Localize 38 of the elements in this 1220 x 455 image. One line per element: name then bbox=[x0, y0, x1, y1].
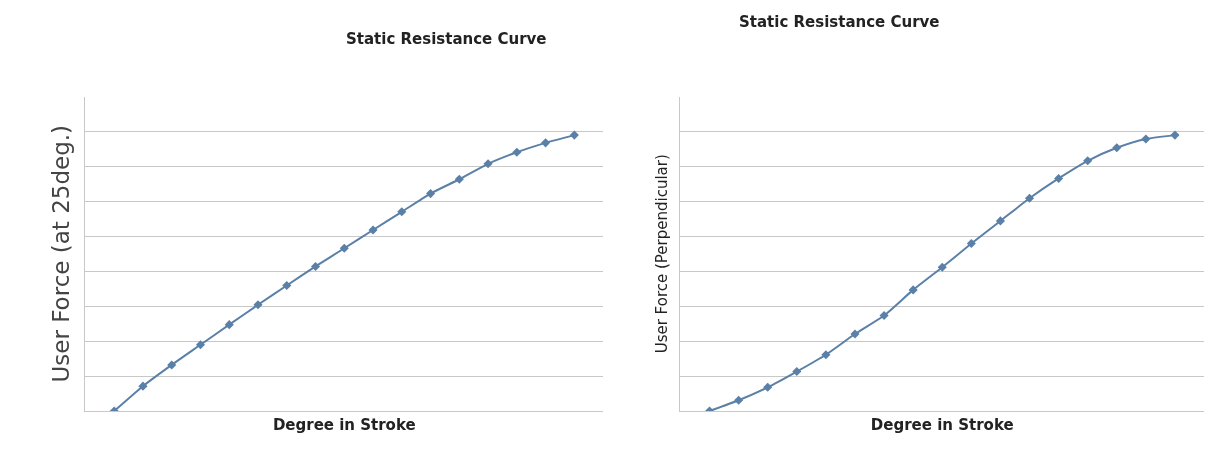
point bbox=[966, 238, 976, 249]
point bbox=[879, 311, 889, 321]
point bbox=[282, 280, 292, 291]
point bbox=[1170, 130, 1180, 140]
point bbox=[339, 243, 349, 253]
point bbox=[138, 381, 148, 391]
point bbox=[908, 285, 918, 295]
point bbox=[224, 320, 234, 330]
point bbox=[195, 340, 206, 350]
point bbox=[368, 225, 378, 235]
point bbox=[1054, 173, 1064, 183]
point bbox=[995, 216, 1005, 226]
x-axis-title: Degree in Stroke bbox=[870, 416, 1014, 435]
point bbox=[512, 147, 522, 157]
point bbox=[821, 350, 831, 360]
point bbox=[167, 360, 177, 370]
point bbox=[1112, 143, 1122, 153]
point bbox=[397, 207, 407, 217]
chart-title: Static Resistance Curve bbox=[346, 30, 547, 48]
point bbox=[483, 159, 493, 169]
x-axis-title: Degree in Stroke bbox=[272, 416, 416, 435]
y-axis-title: User Force (Perpendicular) bbox=[652, 154, 671, 354]
point bbox=[763, 382, 773, 392]
point bbox=[1024, 193, 1035, 203]
point bbox=[850, 329, 860, 339]
point bbox=[792, 367, 802, 377]
point bbox=[569, 130, 579, 140]
point bbox=[310, 261, 321, 271]
point bbox=[454, 174, 464, 184]
chart-title: Static Resistance Curve bbox=[739, 13, 940, 31]
point bbox=[734, 395, 744, 405]
point bbox=[253, 300, 263, 310]
point bbox=[1083, 156, 1093, 166]
point bbox=[1141, 134, 1151, 144]
point bbox=[541, 138, 551, 148]
point bbox=[937, 262, 947, 272]
y-axis-title: User Force (at 25deg.) bbox=[47, 124, 74, 383]
point bbox=[426, 189, 436, 199]
